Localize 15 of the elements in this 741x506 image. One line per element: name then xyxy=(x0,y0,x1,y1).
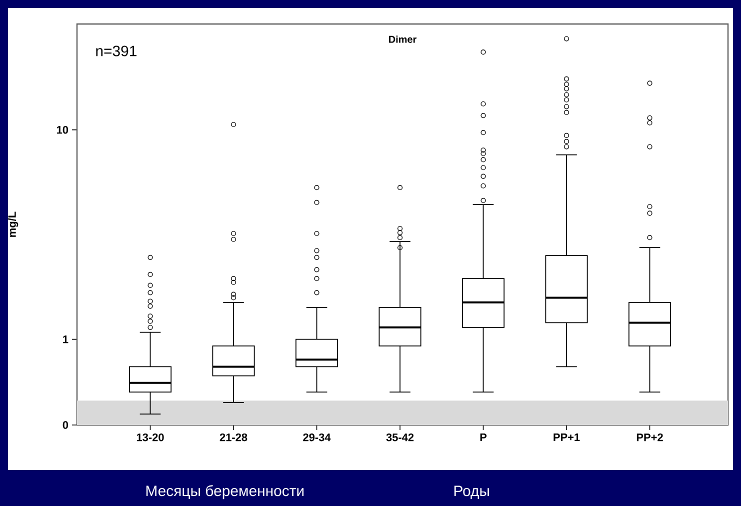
x-tick-label: 35-42 xyxy=(386,433,414,442)
y-tick-label: 1 xyxy=(63,336,68,344)
x-tick-label: P xyxy=(480,433,487,442)
x-tick-label: PP+1 xyxy=(554,433,580,442)
text: Месяцы беременности xyxy=(146,485,304,500)
y-tick-label: 10 xyxy=(56,126,68,134)
x-tick-label: 29-34 xyxy=(303,433,331,442)
y-tick-label: 0 xyxy=(62,421,68,429)
x-tick-label: 13-20 xyxy=(136,433,164,442)
text: Dimer xyxy=(389,36,416,43)
annotation: n=391 xyxy=(96,46,136,56)
text: Роды xyxy=(454,486,489,499)
x-tick-label: 21-28 xyxy=(220,433,248,442)
y-axis-title: mg/L xyxy=(8,212,18,237)
x-tick-label: PP+2 xyxy=(636,433,663,442)
